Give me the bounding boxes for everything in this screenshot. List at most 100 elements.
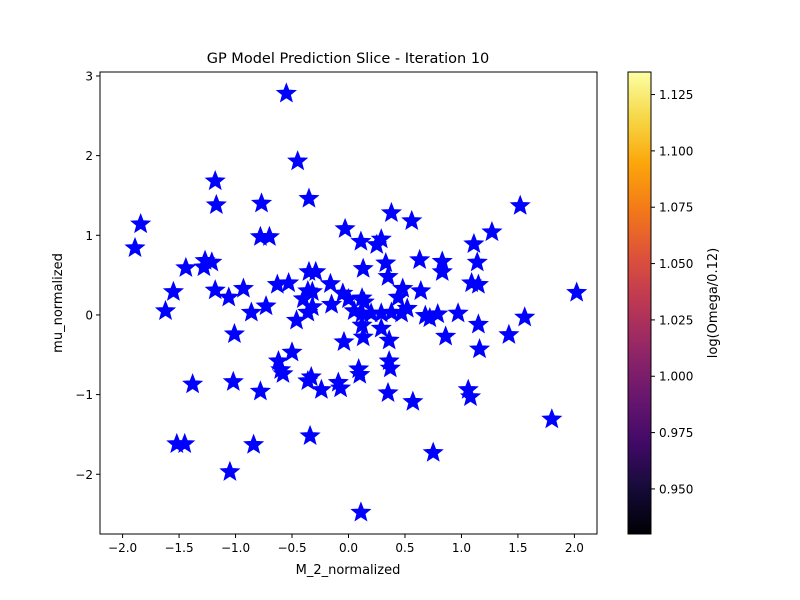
data-point-32 [320, 293, 343, 314]
data-point-82 [272, 362, 294, 383]
data-point-106 [541, 408, 563, 429]
data-point-62 [380, 301, 402, 322]
data-point-25 [319, 272, 341, 293]
data-point-6 [298, 187, 320, 208]
data-point-67 [447, 302, 469, 323]
colorbar-ticks: 0.950 0.975 1.000 1.025 1.050 1.075 1.100 1.125 [651, 88, 693, 496]
x-tick-label-1: −1.5 [164, 541, 193, 555]
data-point-13 [175, 256, 197, 277]
chart-title: GP Model Prediction Slice - Iteration 10 [207, 51, 490, 67]
data-point-4 [124, 236, 146, 258]
data-point-100 [299, 424, 321, 446]
x-tick-label-4: 0.0 [339, 541, 358, 555]
data-point-57 [353, 291, 375, 312]
x-tick-label-3: −0.5 [277, 541, 306, 555]
data-point-89 [349, 363, 371, 384]
y-axis-ticks: −2 −1 0 1 2 3 [75, 69, 100, 482]
data-point-28 [292, 287, 314, 309]
y-tick-label-0: −2 [75, 468, 93, 482]
colorbar-tick-label-4: 1.050 [659, 257, 693, 271]
data-point-9 [258, 225, 280, 246]
data-point-78 [333, 330, 355, 352]
x-tick-label-0: −2.0 [108, 541, 137, 555]
data-point-104 [219, 460, 241, 481]
data-point-72 [435, 325, 457, 346]
colorbar-tick-label-5: 1.075 [659, 201, 693, 215]
colorbar-label: log(Omega/0.12) [706, 248, 721, 358]
data-point-96 [249, 380, 271, 401]
data-point-17 [218, 286, 240, 307]
data-point-18 [232, 277, 255, 298]
data-point-50 [352, 257, 374, 278]
data-point-91 [379, 357, 401, 378]
data-point-99 [223, 322, 245, 344]
data-point-101 [243, 433, 265, 454]
x-tick-label-7: 1.5 [508, 541, 527, 555]
data-point-68 [419, 307, 441, 328]
x-tick-label-5: 0.5 [395, 541, 414, 555]
data-point-31 [285, 309, 308, 330]
data-point-84 [297, 369, 319, 391]
colorbar-tick-label-7: 1.125 [659, 88, 693, 102]
colorbar-tick-label-0: 0.950 [659, 482, 693, 496]
plot-area [99, 71, 598, 535]
data-point-105 [422, 441, 444, 462]
data-point-92 [377, 381, 399, 402]
colorbar-tick-label-1: 0.975 [659, 426, 693, 440]
colorbar-tick-label-3: 1.025 [659, 313, 693, 327]
data-point-108 [350, 501, 372, 522]
data-point-70 [514, 306, 536, 327]
data-point-22 [278, 271, 300, 293]
data-point-51 [375, 252, 397, 273]
data-point-19 [240, 301, 262, 322]
data-point-49 [467, 273, 489, 294]
data-point-93 [402, 390, 424, 411]
data-point-85 [310, 378, 332, 399]
y-tick-label-5: 3 [85, 69, 93, 83]
data-point-71 [498, 323, 520, 344]
data-point-95 [459, 385, 482, 406]
data-point-98 [182, 373, 204, 394]
y-tick-label-1: −1 [75, 388, 93, 402]
y-axis-label: mu_normalized [51, 253, 66, 353]
data-point-7 [250, 192, 273, 213]
y-tick-label-4: 2 [85, 149, 93, 163]
colorbar-gradient [628, 72, 651, 534]
data-point-36 [350, 230, 372, 251]
data-point-24 [305, 260, 327, 281]
data-point-41 [463, 232, 485, 254]
data-point-73 [468, 338, 491, 359]
data-point-15 [154, 299, 177, 320]
data-point-38 [370, 228, 392, 249]
data-point-5 [205, 193, 227, 215]
data-point-14 [162, 280, 184, 301]
data-point-107 [566, 281, 588, 302]
data-point-55 [410, 279, 432, 301]
data-point-3 [130, 213, 152, 234]
data-point-42 [481, 221, 503, 242]
data-point-30 [297, 301, 319, 322]
data-point-53 [392, 277, 414, 298]
x-axis-label: M_2_normalized [296, 563, 401, 578]
data-point-97 [222, 370, 244, 391]
data-point-52 [377, 265, 399, 286]
data-point-75 [352, 326, 374, 347]
x-axis-ticks: −2.0 −1.5 −1.0 −0.5 0.0 0.5 1.0 1.5 2.0 [108, 534, 584, 555]
y-tick-label-2: 0 [85, 308, 93, 322]
data-point-12 [193, 256, 215, 277]
data-point-54 [387, 286, 409, 307]
data-point-2 [204, 170, 226, 191]
data-point-1 [287, 150, 309, 171]
data-point-0 [275, 82, 297, 103]
data-point-43 [509, 194, 531, 215]
y-tick-label-3: 1 [85, 229, 93, 243]
data-point-40 [401, 209, 423, 230]
scatter-points [124, 82, 588, 522]
data-point-87 [330, 377, 352, 398]
colorbar-frame [627, 71, 652, 535]
data-point-77 [378, 329, 400, 350]
x-tick-label-8: 2.0 [565, 541, 584, 555]
data-point-35 [334, 217, 356, 238]
colorbar: 0.950 0.975 1.000 1.025 1.050 1.075 1.100 1.125… [627, 71, 721, 535]
